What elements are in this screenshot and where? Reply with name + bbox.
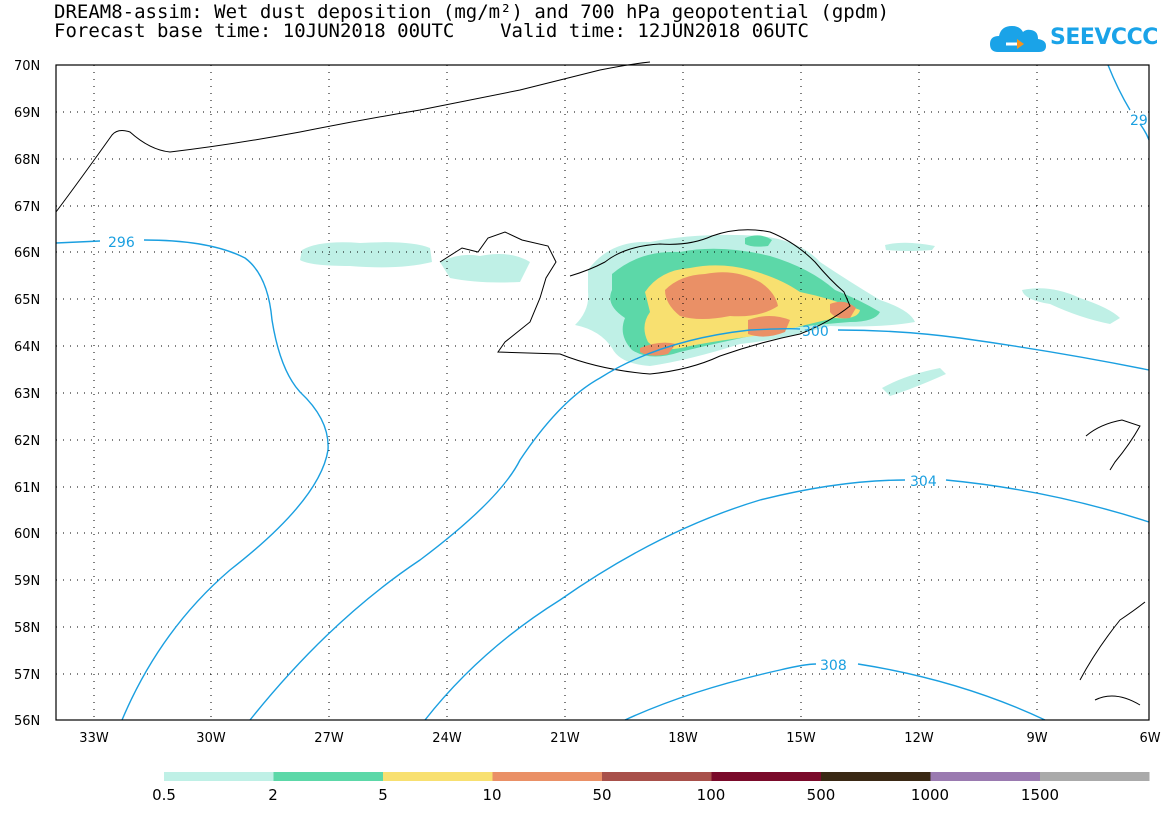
contour-308 [624, 663, 1046, 721]
lat-label: 64N [14, 340, 40, 355]
lon-label: 30W [196, 731, 226, 746]
colorbar-swatch [821, 772, 931, 781]
lat-label: 65N [14, 293, 40, 308]
map-subtitle-times: Forecast base time: 10JUN2018 00UTC Vali… [54, 20, 809, 42]
lon-label: 33W [79, 731, 109, 746]
contour-labels: 296 300 304 308 29 [108, 113, 1148, 674]
dust-shading [300, 234, 1120, 396]
lon-label: 27W [314, 731, 344, 746]
graticule [56, 65, 1149, 720]
colorbar-swatch [930, 772, 1040, 781]
map-title: DREAM8-assim: Wet dust deposition (mg/m²… [54, 1, 890, 23]
colorbar-label: 50 [592, 786, 611, 804]
colorbar-swatch [711, 772, 821, 781]
geopotential-contours [55, 64, 1150, 721]
colorbar-swatch [383, 772, 493, 781]
lat-label: 70N [14, 59, 40, 74]
lon-label: 12W [904, 731, 934, 746]
lon-label: 24W [432, 731, 462, 746]
lon-label: 15W [786, 731, 816, 746]
lat-label: 58N [14, 621, 40, 636]
cloud-icon [990, 26, 1046, 52]
lat-label: 69N [14, 106, 40, 121]
lat-label: 63N [14, 387, 40, 402]
lat-label: 67N [14, 200, 40, 215]
contour-label-296: 296 [108, 235, 135, 251]
colorbar-swatch [1040, 772, 1150, 781]
seevccc-logo: SEEVCCC [988, 18, 1158, 58]
lon-label: 21W [550, 731, 580, 746]
contour-300 [249, 327, 1150, 721]
contour-label-29: 29 [1130, 113, 1148, 129]
colorbar-label: 10 [482, 786, 501, 804]
lat-label: 60N [14, 527, 40, 542]
colorbar-label: 0.5 [152, 786, 176, 804]
colorbar-label: 500 [807, 786, 836, 804]
longitude-labels: 33W 30W 27W 24W 21W 18W 15W 12W 9W 6W [79, 731, 1160, 746]
lat-label: 56N [14, 714, 40, 729]
contour-label-304: 304 [910, 474, 937, 490]
map-frame [55, 64, 1150, 721]
lat-label: 61N [14, 481, 40, 496]
lon-label: 6W [1139, 731, 1160, 746]
contour-label-308: 308 [820, 658, 847, 674]
contour-304 [424, 479, 1150, 721]
logo-text: SEEVCCC [1050, 25, 1158, 50]
colorbar: 0.5 2 5 10 50 100 500 1000 1500 [152, 772, 1150, 804]
lat-label: 59N [14, 574, 40, 589]
lon-label: 18W [668, 731, 698, 746]
coastlines [55, 61, 1146, 706]
lat-label: 68N [14, 153, 40, 168]
colorbar-swatch [273, 772, 383, 781]
colorbar-label: 1500 [1021, 786, 1059, 804]
lat-label: 57N [14, 668, 40, 683]
lat-label: 66N [14, 246, 40, 261]
contour-label-300: 300 [802, 324, 829, 340]
contour-296 [55, 239, 329, 721]
colorbar-swatch [164, 772, 274, 781]
colorbar-label: 2 [268, 786, 278, 804]
colorbar-swatch [602, 772, 712, 781]
latitude-labels: 70N 69N 68N 67N 66N 65N 64N 63N 62N 61N … [14, 59, 40, 729]
colorbar-label: 5 [378, 786, 388, 804]
colorbar-swatch [492, 772, 602, 781]
lat-label: 62N [14, 434, 40, 449]
lon-label: 9W [1026, 731, 1047, 746]
colorbar-label: 1000 [911, 786, 949, 804]
colorbar-label: 100 [697, 786, 726, 804]
